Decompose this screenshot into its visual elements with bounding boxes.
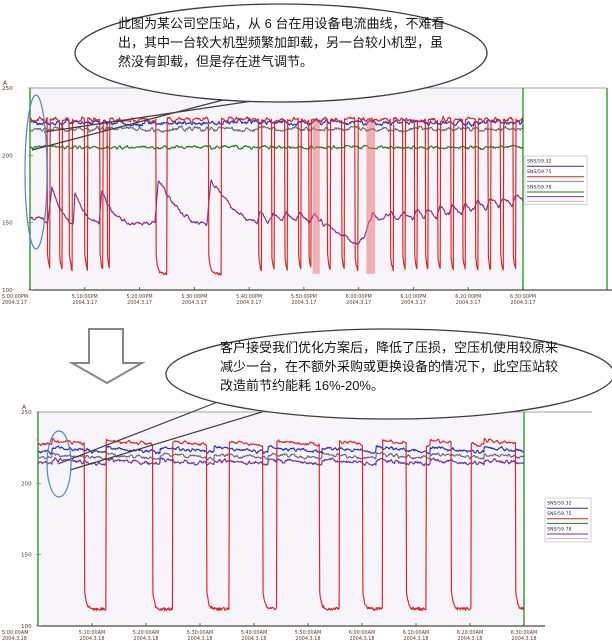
x-tick-time: 5:10:00AM [79,630,105,636]
series-compressor-blue [37,444,525,455]
x-tick-time: 5:50:00AM [295,630,321,636]
legend-label: SNS/59.75 [527,169,551,175]
y-axis-unit: A [3,80,8,87]
speech-bubble-after [57,328,612,471]
bubble-before-text: 此图为某公司空压站，从 6 台在用设备电流曲线，不难看出，其中一台较大机型频繁加… [118,16,445,70]
bubble-before-tail-line [31,94,243,151]
bubble-after-ellipse [165,328,612,420]
x-tick-time: 6:20:00PM [455,294,481,300]
x-tick-date: 2004.3.18 [512,636,537,641]
y-tick-label: 150 [21,553,32,559]
legend-label: SNS/59.78 [547,526,571,532]
x-tick-date: 2004.3.17 [456,300,481,306]
x-tick-date: 2004.3.17 [72,300,97,306]
highlight-ellipse-before [24,94,48,250]
y-axis-unit: A [22,404,27,411]
legend-box [544,497,592,543]
fast-cycle-band [312,119,320,274]
highlight-ellipse-after [46,430,72,498]
series-compressor-purple [37,457,525,467]
x-tick-time: 5:20:00PM [127,294,153,300]
x-tick-date: 2004.3.17 [291,300,316,306]
x-tick-time: 5:30:00PM [181,294,207,300]
x-tick-date: 2004.3.17 [401,300,426,306]
x-tick-time: 6:30:00AM [511,630,537,636]
x-tick-time: 5:10:00PM [72,294,98,300]
fast-cycle-band [366,119,376,274]
x-tick-date: 2004.3.18 [404,636,429,641]
bubble-before-tail-line [43,98,267,133]
x-tick-date: 2004.3.17 [237,300,262,306]
speech-bubble-before [31,3,488,151]
x-tick-time: 5:30:00AM [187,630,213,636]
series-compressor-red-periodic-unload [37,437,525,612]
legend-label: SNS/59.75 [547,511,571,517]
legend-label: SNS/59.32 [547,501,571,507]
x-tick-date: 2004.3.18 [134,636,159,641]
x-tick-date: 2004.3.18 [188,636,213,641]
x-tick-date: 2004.3.17 [2,300,27,306]
x-tick-date: 2004.3.18 [2,636,27,641]
x-tick-time: 6:10:00AM [403,630,429,636]
x-tick-time: 5:00:00PM [2,294,28,300]
x-tick-date: 2004.3.17 [182,300,207,306]
x-tick-time: 5:00:00AM [2,630,28,636]
x-tick-time: 6:10:00PM [400,294,426,300]
down-arrow-icon [68,328,146,385]
bubble-after-tail-line [57,397,229,465]
y-tick-label: 250 [21,410,32,416]
bubble-before-ellipse [74,3,488,103]
x-tick-date: 2004.3.18 [458,636,483,641]
x-tick-date: 2004.3.18 [350,636,375,641]
x-tick-date: 2004.3.18 [242,636,267,641]
y-tick-label: 100 [2,288,13,294]
x-tick-date: 2004.3.17 [511,300,536,306]
x-tick-time: 6:00:00PM [346,294,372,300]
x-tick-time: 6:00:00AM [349,630,375,636]
x-tick-time: 5:50:00PM [291,294,317,300]
x-tick-time: 6:30:00PM [510,294,536,300]
x-tick-time: 5:20:00AM [133,630,159,636]
y-tick-label: 200 [2,153,13,159]
x-tick-time: 6:20:00AM [457,630,483,636]
bubble-after-text: 客户接受我们优化方案后，降低了压损，空压机使用较原来减少一台，在不额外采购或更换… [220,340,559,394]
legend-label: SNS/59.32 [527,159,551,165]
series-compressor-large-frequent-unload-red [29,115,524,276]
x-tick-date: 2004.3.18 [80,636,105,641]
y-tick-label: 150 [2,221,13,227]
y-tick-label: 100 [21,624,32,630]
y-tick-label: 250 [2,86,13,92]
y-tick-label: 200 [21,481,32,487]
legend-label: SNS/59.78 [527,184,551,190]
x-tick-date: 2004.3.17 [346,300,371,306]
x-tick-date: 2004.3.18 [296,636,321,641]
series-compressor-gray [37,451,525,461]
x-tick-date: 2004.3.17 [127,300,152,306]
x-tick-time: 5:40:00PM [236,294,262,300]
x-tick-time: 5:40:00AM [241,630,267,636]
bubble-after-tail-line [69,411,263,471]
